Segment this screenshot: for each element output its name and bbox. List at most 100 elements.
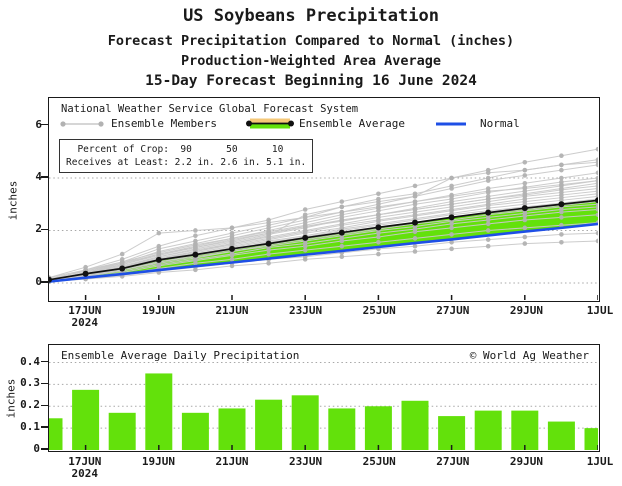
ensemble-member-dot: [339, 204, 345, 210]
ensemble-member-dot: [229, 253, 235, 258]
ensemble-member-dot: [412, 229, 418, 235]
ensemble-member-dot: [559, 175, 564, 181]
top-y-tick-mark: [41, 281, 48, 283]
top-y-tick-mark: [41, 123, 48, 126]
daily-precip-bar: [511, 410, 539, 450]
ensemble-member-dot: [412, 249, 418, 254]
ensemble-member-dot: [522, 217, 528, 223]
ensemble-member-dot: [559, 209, 564, 215]
ensemble-member-dot: [522, 234, 528, 240]
ensemble-average-dot: [155, 256, 162, 263]
percent-of-crop-row: Percent of Crop: 90 50 10: [66, 144, 284, 155]
top-y-tick-mark: [41, 176, 48, 178]
ensemble-member-dot: [559, 162, 564, 168]
top-x-tick-label: 17JUN: [68, 304, 102, 317]
ensemble-member-dot: [522, 159, 528, 165]
ensemble-member-dot: [156, 230, 162, 236]
legend-header: National Weather Service Global Forecast…: [61, 103, 359, 115]
ensemble-average-dot: [448, 214, 455, 221]
ensemble-member-dot: [339, 243, 345, 249]
ensemble-member-dot: [595, 238, 598, 244]
daily-precip-plot-area: [49, 362, 598, 450]
normal-line: [49, 222, 598, 283]
ensemble-member-dot: [229, 257, 235, 262]
ensemble-member-dot: [376, 239, 381, 245]
top-x-year-label: 2024: [71, 316, 99, 329]
top-x-tick-label: 25JUN: [362, 304, 396, 317]
bottom-y-tick-mark: [41, 426, 48, 428]
daily-precip-bar: [328, 408, 356, 450]
ensemble-member-dot: [449, 225, 454, 231]
bottom-x-tick-label: 21JUN: [215, 455, 249, 468]
ensemble-member-dot: [376, 199, 381, 204]
ensemble-member-dot: [302, 247, 308, 253]
ensemble-member-dot: [485, 237, 491, 242]
ensemble-member-dot: [376, 251, 381, 257]
ensemble-member-line: [49, 148, 598, 281]
ensemble-member-line: [49, 161, 598, 281]
ensemble-member-dot: [449, 194, 454, 199]
bottom-x-year-label: 2024: [71, 467, 99, 480]
percent-of-crop-table: Percent of Crop: 90 50 10 Receives at Lea…: [59, 139, 314, 173]
daily-precip-bar-chart: Ensemble Average Daily Precipitation © W…: [48, 344, 600, 452]
ensemble-member-line: [49, 182, 598, 281]
cumulative-precip-chart: National Weather Service Global Forecast…: [48, 97, 600, 302]
daily-precip-bar: [547, 421, 575, 450]
top-x-tick-label: 29JUN: [509, 304, 543, 317]
ensemble-member-dot: [485, 178, 491, 183]
ensemble-member-dot: [485, 228, 491, 233]
bottom-x-tick-label: 17JUN: [68, 455, 102, 468]
ensemble-average-line: [49, 199, 598, 281]
daily-precip-bar: [255, 399, 283, 450]
ensemble-member-dot: [193, 228, 198, 233]
page-subtitle-2: Production-Weighted Area Average: [180, 53, 442, 69]
ensemble-member-dot: [449, 232, 454, 237]
ensemble-member-dot: [119, 251, 125, 257]
ensemble-member-dot: [229, 225, 235, 231]
top-x-tick-label: 21JUN: [215, 304, 249, 317]
ensemble-member-dot: [595, 146, 598, 152]
top-x-tick-label: 27JUN: [436, 304, 470, 317]
ensemble-member-line: [49, 190, 598, 281]
ensemble-member-dot: [595, 170, 598, 176]
ensemble-average-dot: [82, 270, 89, 277]
ensemble-member-dot: [522, 213, 528, 219]
daily-precip-bar: [584, 428, 598, 450]
ensemble-average-dot: [192, 251, 199, 258]
bottom-y-tick-label: 0.2: [20, 398, 40, 412]
ensemble-member-dot: [522, 225, 528, 231]
ensemble-member-dot: [522, 180, 528, 186]
bottom-y-tick-mark: [41, 382, 48, 385]
top-y-tick-label: 2: [35, 222, 42, 236]
ensemble-member-line: [49, 172, 598, 281]
ensemble-member-line: [49, 188, 598, 281]
page-subtitle-1: Forecast Precipitation Compared to Norma…: [107, 33, 515, 49]
normal-legend-icon: [436, 122, 466, 126]
ensemble-member-dot: [485, 217, 491, 223]
bottom-x-tick-label: 27JUN: [436, 455, 470, 468]
ensemble-member-dot: [485, 170, 491, 176]
daily-precip-bar: [181, 412, 209, 450]
ensemble-member-dot: [485, 188, 491, 194]
normal-legend-label: Normal: [480, 117, 520, 130]
daily-precip-bar: [108, 412, 136, 450]
ensemble-average-dot: [558, 201, 565, 208]
ensemble-member-dot: [595, 207, 598, 212]
ensemble-member-dot: [559, 222, 564, 228]
top-y-tick-label: 6: [35, 117, 42, 131]
bottom-x-tick-label: 25JUN: [362, 455, 396, 468]
ensemble-average-dot: [338, 229, 345, 236]
ensemble-member-dot: [559, 215, 564, 220]
ensemble-member-dot: [595, 212, 598, 218]
ensemble-member-line: [49, 203, 598, 283]
ensemble-member-dot: [266, 260, 271, 266]
top-x-tick-label: 1JUL: [586, 304, 614, 317]
ensemble-member-dot: [522, 167, 528, 173]
ensemble-average-dot: [375, 224, 382, 231]
ensemble-average-dot: [119, 265, 126, 272]
ensemble-member-dot: [266, 247, 271, 253]
ensemble-member-dot: [449, 246, 454, 252]
ensemble-member-line: [49, 206, 598, 281]
ensemble-member-line: [49, 208, 598, 283]
ensemble-member-dot: [412, 236, 418, 241]
